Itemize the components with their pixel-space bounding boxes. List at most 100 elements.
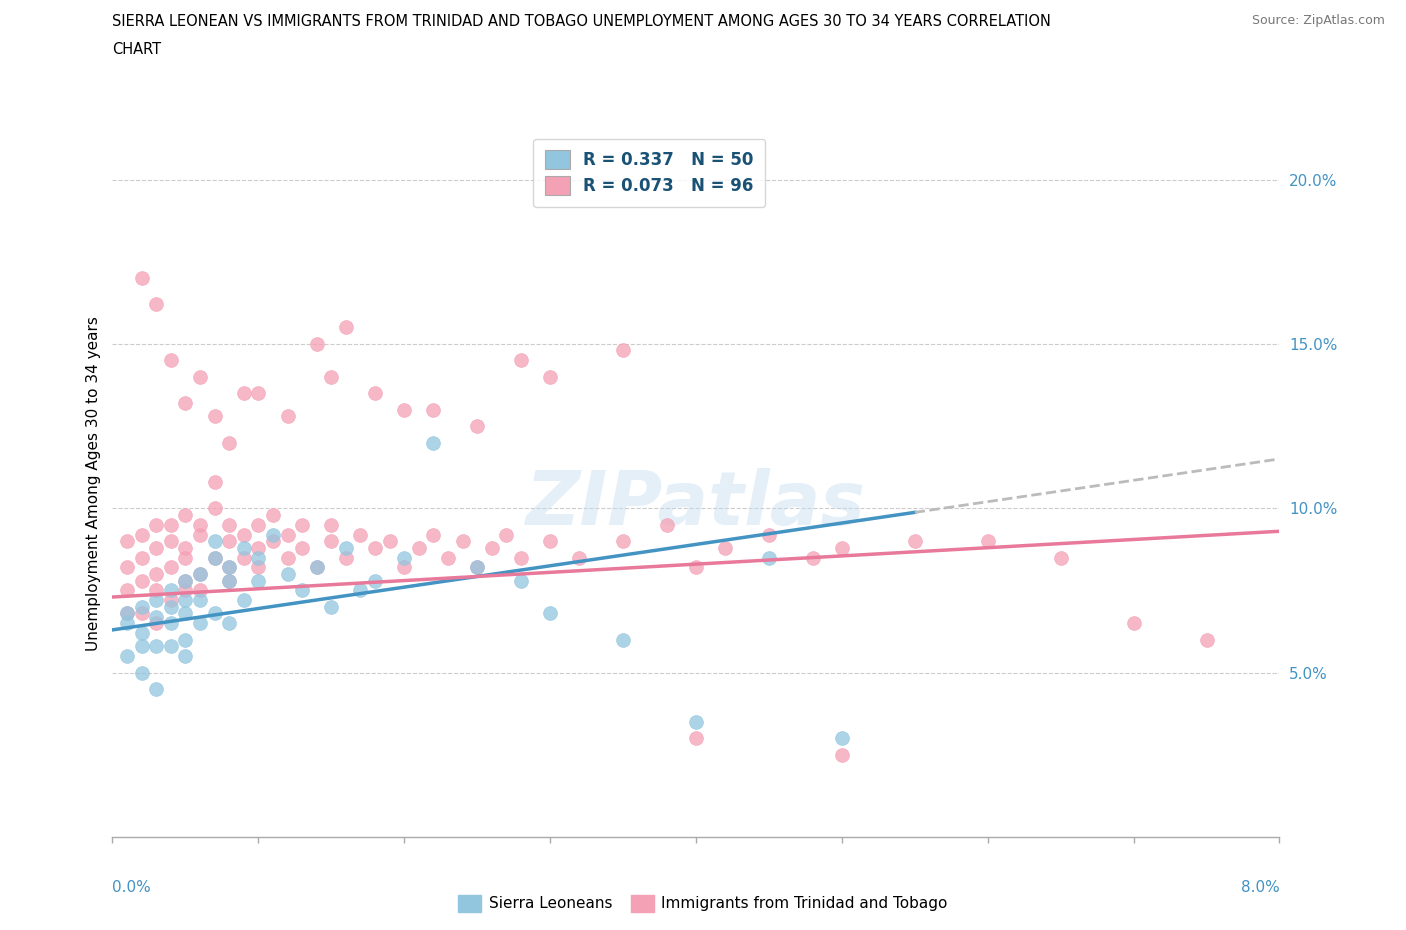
Point [204, 534, 226, 549]
Point [364, 540, 387, 555]
Text: ZIPatlas: ZIPatlas [526, 469, 866, 541]
Point [131, 551, 153, 565]
Point [685, 714, 707, 729]
Point [160, 352, 183, 367]
Point [232, 386, 254, 401]
Point [115, 534, 138, 549]
Point [378, 534, 401, 549]
Point [305, 560, 328, 575]
Point [204, 501, 226, 516]
Point [174, 395, 197, 410]
Point [758, 527, 780, 542]
Point [247, 517, 270, 532]
Point [174, 649, 197, 664]
Point [714, 540, 737, 555]
Point [247, 560, 270, 575]
Point [392, 560, 416, 575]
Point [145, 517, 167, 532]
Point [218, 435, 240, 450]
Point [291, 517, 314, 532]
Point [305, 560, 328, 575]
Point [509, 352, 531, 367]
Point [174, 606, 197, 621]
Point [538, 606, 561, 621]
Point [188, 369, 211, 384]
Point [145, 540, 167, 555]
Point [131, 271, 153, 286]
Point [188, 616, 211, 631]
Point [831, 748, 853, 763]
Point [232, 527, 254, 542]
Point [204, 551, 226, 565]
Text: 8.0%: 8.0% [1240, 880, 1279, 895]
Text: SIERRA LEONEAN VS IMMIGRANTS FROM TRINIDAD AND TOBAGO UNEMPLOYMENT AMONG AGES 30: SIERRA LEONEAN VS IMMIGRANTS FROM TRINID… [112, 14, 1052, 29]
Point [232, 540, 254, 555]
Point [276, 527, 298, 542]
Point [218, 517, 240, 532]
Point [131, 527, 153, 542]
Point [188, 583, 211, 598]
Point [335, 320, 357, 335]
Point [218, 573, 240, 588]
Point [392, 402, 416, 417]
Point [1195, 632, 1218, 647]
Point [568, 551, 591, 565]
Point [321, 517, 343, 532]
Point [188, 517, 211, 532]
Point [612, 534, 634, 549]
Point [685, 560, 707, 575]
Point [262, 508, 284, 523]
Point [831, 540, 853, 555]
Point [495, 527, 517, 542]
Point [465, 560, 488, 575]
Point [145, 592, 167, 607]
Point [247, 573, 270, 588]
Point [218, 573, 240, 588]
Point [145, 297, 167, 312]
Point [321, 369, 343, 384]
Point [612, 343, 634, 358]
Point [232, 551, 254, 565]
Point [408, 540, 430, 555]
Point [247, 386, 270, 401]
Point [349, 583, 371, 598]
Point [188, 592, 211, 607]
Point [335, 551, 357, 565]
Point [422, 435, 444, 450]
Point [364, 386, 387, 401]
Point [538, 534, 561, 549]
Point [276, 409, 298, 424]
Point [422, 527, 444, 542]
Point [335, 540, 357, 555]
Point [305, 337, 328, 352]
Point [204, 409, 226, 424]
Point [160, 616, 183, 631]
Point [276, 551, 298, 565]
Point [481, 540, 503, 555]
Point [145, 566, 167, 581]
Text: 0.0%: 0.0% [112, 880, 152, 895]
Point [160, 534, 183, 549]
Point [291, 583, 314, 598]
Point [160, 517, 183, 532]
Point [262, 534, 284, 549]
Point [131, 626, 153, 641]
Point [204, 551, 226, 565]
Point [247, 540, 270, 555]
Point [174, 592, 197, 607]
Point [758, 551, 780, 565]
Point [174, 551, 197, 565]
Point [538, 369, 561, 384]
Point [321, 600, 343, 615]
Point [276, 566, 298, 581]
Point [655, 517, 678, 532]
Point [174, 573, 197, 588]
Point [131, 600, 153, 615]
Point [509, 573, 531, 588]
Point [321, 534, 343, 549]
Point [131, 639, 153, 654]
Point [204, 474, 226, 489]
Point [612, 632, 634, 647]
Point [131, 665, 153, 680]
Text: Source: ZipAtlas.com: Source: ZipAtlas.com [1251, 14, 1385, 27]
